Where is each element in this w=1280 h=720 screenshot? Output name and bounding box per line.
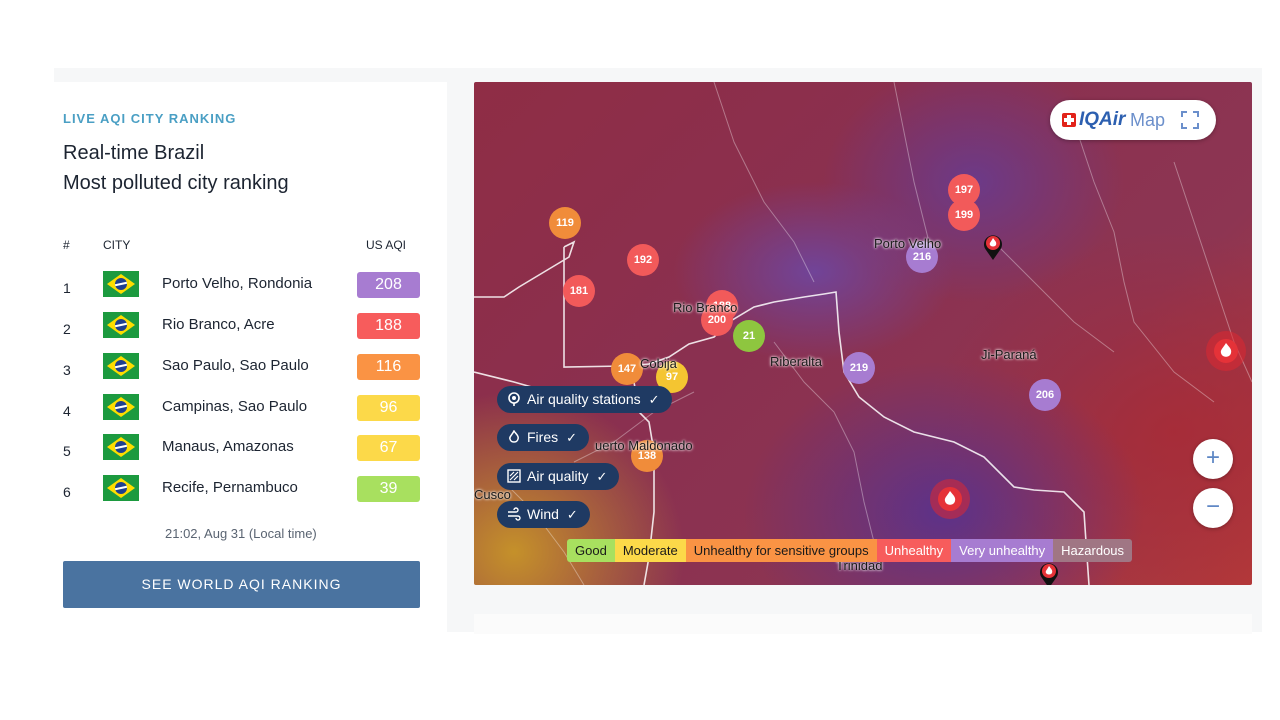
header-aqi: US AQI xyxy=(366,238,407,252)
row-rank: 2 xyxy=(63,321,71,337)
layer-label: Air quality xyxy=(527,468,589,484)
check-icon: ✓ xyxy=(566,430,578,445)
row-city[interactable]: Rio Branco, Acre xyxy=(162,316,275,333)
aqi-legend: Good Moderate Unhealthy for sensitive gr… xyxy=(567,539,1133,562)
brand-iqair-text: IQAir xyxy=(1079,109,1126,130)
row-aqi-badge: 188 xyxy=(357,313,420,339)
layer-toggle-stations[interactable]: Air quality stations ✓ xyxy=(497,386,672,413)
row-rank: 5 xyxy=(63,443,71,459)
iqair-map-brand[interactable]: IQAir Map xyxy=(1050,100,1216,140)
layer-toggle-air-quality[interactable]: Air quality ✓ xyxy=(497,463,620,490)
aqi-station-marker[interactable]: 181 xyxy=(558,270,600,312)
ranking-row[interactable]: 1 Porto Velho, Rondonia 208 xyxy=(0,271,447,311)
legend-hazardous: Hazardous xyxy=(1053,539,1133,562)
layer-label: Fires xyxy=(527,429,559,445)
legend-moderate: Moderate xyxy=(614,539,686,562)
legend-unhealthy: Unhealthy xyxy=(876,539,952,562)
aqi-station-marker[interactable]: 199 xyxy=(943,194,985,236)
zoom-out-button[interactable]: − xyxy=(1193,488,1233,528)
city-label-cusco: Cusco xyxy=(474,487,511,502)
header-rank: # xyxy=(63,238,70,252)
city-label-puerto-maldonado: uerto Maldonado xyxy=(595,438,693,453)
layer-toggle-wind[interactable]: Wind ✓ xyxy=(497,501,590,528)
ranking-row[interactable]: 4 Campinas, Sao Paulo 96 xyxy=(0,394,447,434)
ranking-row[interactable]: 2 Rio Branco, Acre 188 xyxy=(0,312,447,352)
brazil-flag-icon xyxy=(103,394,139,420)
fire-pin-icon[interactable] xyxy=(982,233,1004,261)
aqi-station-marker[interactable]: 21 xyxy=(728,315,770,357)
fire-cluster-icon[interactable] xyxy=(1206,331,1246,371)
check-icon: ✓ xyxy=(648,392,660,407)
row-aqi-badge: 208 xyxy=(357,272,420,298)
row-aqi-badge: 116 xyxy=(357,354,420,380)
row-city[interactable]: Recife, Pernambuco xyxy=(162,479,298,496)
brazil-flag-icon xyxy=(103,475,139,501)
map-boundaries xyxy=(474,82,1252,585)
row-city[interactable]: Campinas, Sao Paulo xyxy=(162,398,308,415)
brazil-flag-icon xyxy=(103,271,139,297)
aqi-station-marker[interactable]: 219 xyxy=(838,347,880,389)
layer-toggle-fires[interactable]: Fires ✓ xyxy=(497,424,590,451)
fire-icon xyxy=(509,430,519,443)
aqi-map[interactable]: IQAir Map 119 192 181 188 200 21 147 97 … xyxy=(474,82,1252,585)
brazil-flag-icon xyxy=(103,434,139,460)
air-quality-icon xyxy=(507,469,521,483)
row-rank: 6 xyxy=(63,484,71,500)
row-rank: 4 xyxy=(63,403,71,419)
aqi-station-marker[interactable]: 192 xyxy=(622,239,664,281)
wind-icon xyxy=(508,507,521,521)
swiss-flag-icon xyxy=(1062,113,1076,127)
fire-cluster-icon[interactable] xyxy=(930,479,970,519)
brand-map-text: Map xyxy=(1130,110,1166,130)
row-rank: 3 xyxy=(63,362,71,378)
layer-label: Air quality stations xyxy=(527,391,641,407)
row-aqi-badge: 67 xyxy=(357,435,420,461)
lower-card xyxy=(474,614,1252,634)
row-aqi-badge: 96 xyxy=(357,395,420,421)
legend-good: Good xyxy=(567,539,615,562)
city-label-riberalta: Riberalta xyxy=(770,354,823,369)
legend-unhealthy-sensitive: Unhealthy for sensitive groups xyxy=(685,539,877,562)
ranking-row[interactable]: 6 Recife, Pernambuco 39 xyxy=(0,475,447,515)
city-label-rio-branco: Rio Branco xyxy=(673,300,738,315)
aqi-station-marker[interactable]: 147 xyxy=(606,348,648,390)
row-city[interactable]: Sao Paulo, Sao Paulo xyxy=(162,357,309,374)
aqi-station-marker[interactable]: 119 xyxy=(544,202,586,244)
fire-pin-icon[interactable] xyxy=(1038,561,1060,585)
row-aqi-badge: 39 xyxy=(357,476,420,502)
check-icon: ✓ xyxy=(566,507,578,522)
header-city: CITY xyxy=(103,238,131,252)
layer-label: Wind xyxy=(527,506,559,522)
check-icon: ✓ xyxy=(596,469,608,484)
row-rank: 1 xyxy=(63,280,71,296)
legend-very-unhealthy: Very unhealthy xyxy=(951,539,1054,562)
ranking-title-line2: Most polluted city ranking xyxy=(63,172,289,194)
ranking-row[interactable]: 3 Sao Paulo, Sao Paulo 116 xyxy=(0,353,447,393)
brazil-flag-icon xyxy=(103,312,139,338)
city-label-cobija: Cobija xyxy=(640,356,677,371)
ranking-row[interactable]: 5 Manaus, Amazonas 67 xyxy=(0,434,447,474)
aqi-station-marker[interactable]: 206 xyxy=(1024,374,1066,416)
city-label-ji-parana: Ji-Paraná xyxy=(981,347,1037,362)
zoom-in-button[interactable]: + xyxy=(1193,439,1233,479)
row-city[interactable]: Porto Velho, Rondonia xyxy=(162,275,313,292)
ranking-title-line1: Real-time Brazil xyxy=(63,142,205,164)
fullscreen-icon[interactable] xyxy=(1181,111,1199,129)
see-world-ranking-button[interactable]: SEE WORLD AQI RANKING xyxy=(63,561,420,608)
ranking-eyebrow: LIVE AQI CITY RANKING xyxy=(63,111,237,126)
brazil-flag-icon xyxy=(103,353,139,379)
local-time-stamp: 21:02, Aug 31 (Local time) xyxy=(165,526,317,541)
row-city[interactable]: Manaus, Amazonas xyxy=(162,438,294,455)
city-label-porto-velho: Porto Velho xyxy=(874,236,942,251)
station-icon xyxy=(508,392,520,406)
